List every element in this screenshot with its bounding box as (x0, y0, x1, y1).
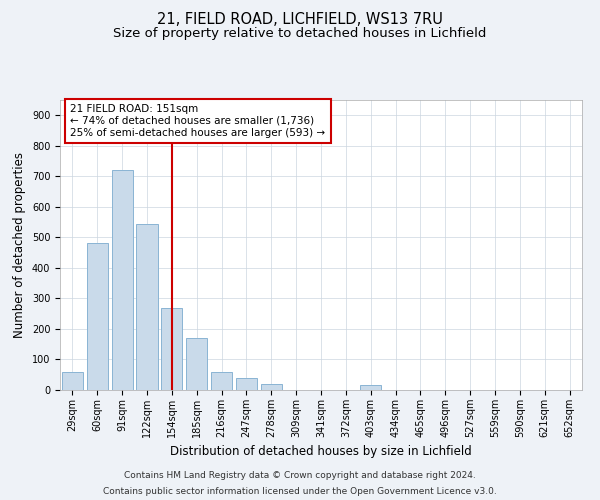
Bar (136, 224, 158, 390)
Bar (161, 308, 182, 390)
Text: 21 FIELD ROAD: 151sqm
← 74% of detached houses are smaller (1,736)
25% of semi-d: 21 FIELD ROAD: 151sqm ← 74% of detached … (70, 104, 326, 138)
Bar (112, 170, 133, 390)
Bar (236, 378, 257, 390)
Bar (261, 384, 282, 390)
Y-axis label: Number of detached properties: Number of detached properties (13, 152, 26, 338)
Bar (186, 338, 207, 390)
Bar (211, 372, 232, 390)
Text: Size of property relative to detached houses in Lichfield: Size of property relative to detached ho… (113, 28, 487, 40)
Bar (62, 372, 83, 390)
Bar (87, 244, 108, 390)
Text: Contains public sector information licensed under the Open Government Licence v3: Contains public sector information licen… (103, 486, 497, 496)
Text: 21, FIELD ROAD, LICHFIELD, WS13 7RU: 21, FIELD ROAD, LICHFIELD, WS13 7RU (157, 12, 443, 28)
Text: Contains HM Land Registry data © Crown copyright and database right 2024.: Contains HM Land Registry data © Crown c… (124, 472, 476, 480)
Bar (360, 386, 381, 390)
X-axis label: Distribution of detached houses by size in Lichfield: Distribution of detached houses by size … (170, 446, 472, 458)
